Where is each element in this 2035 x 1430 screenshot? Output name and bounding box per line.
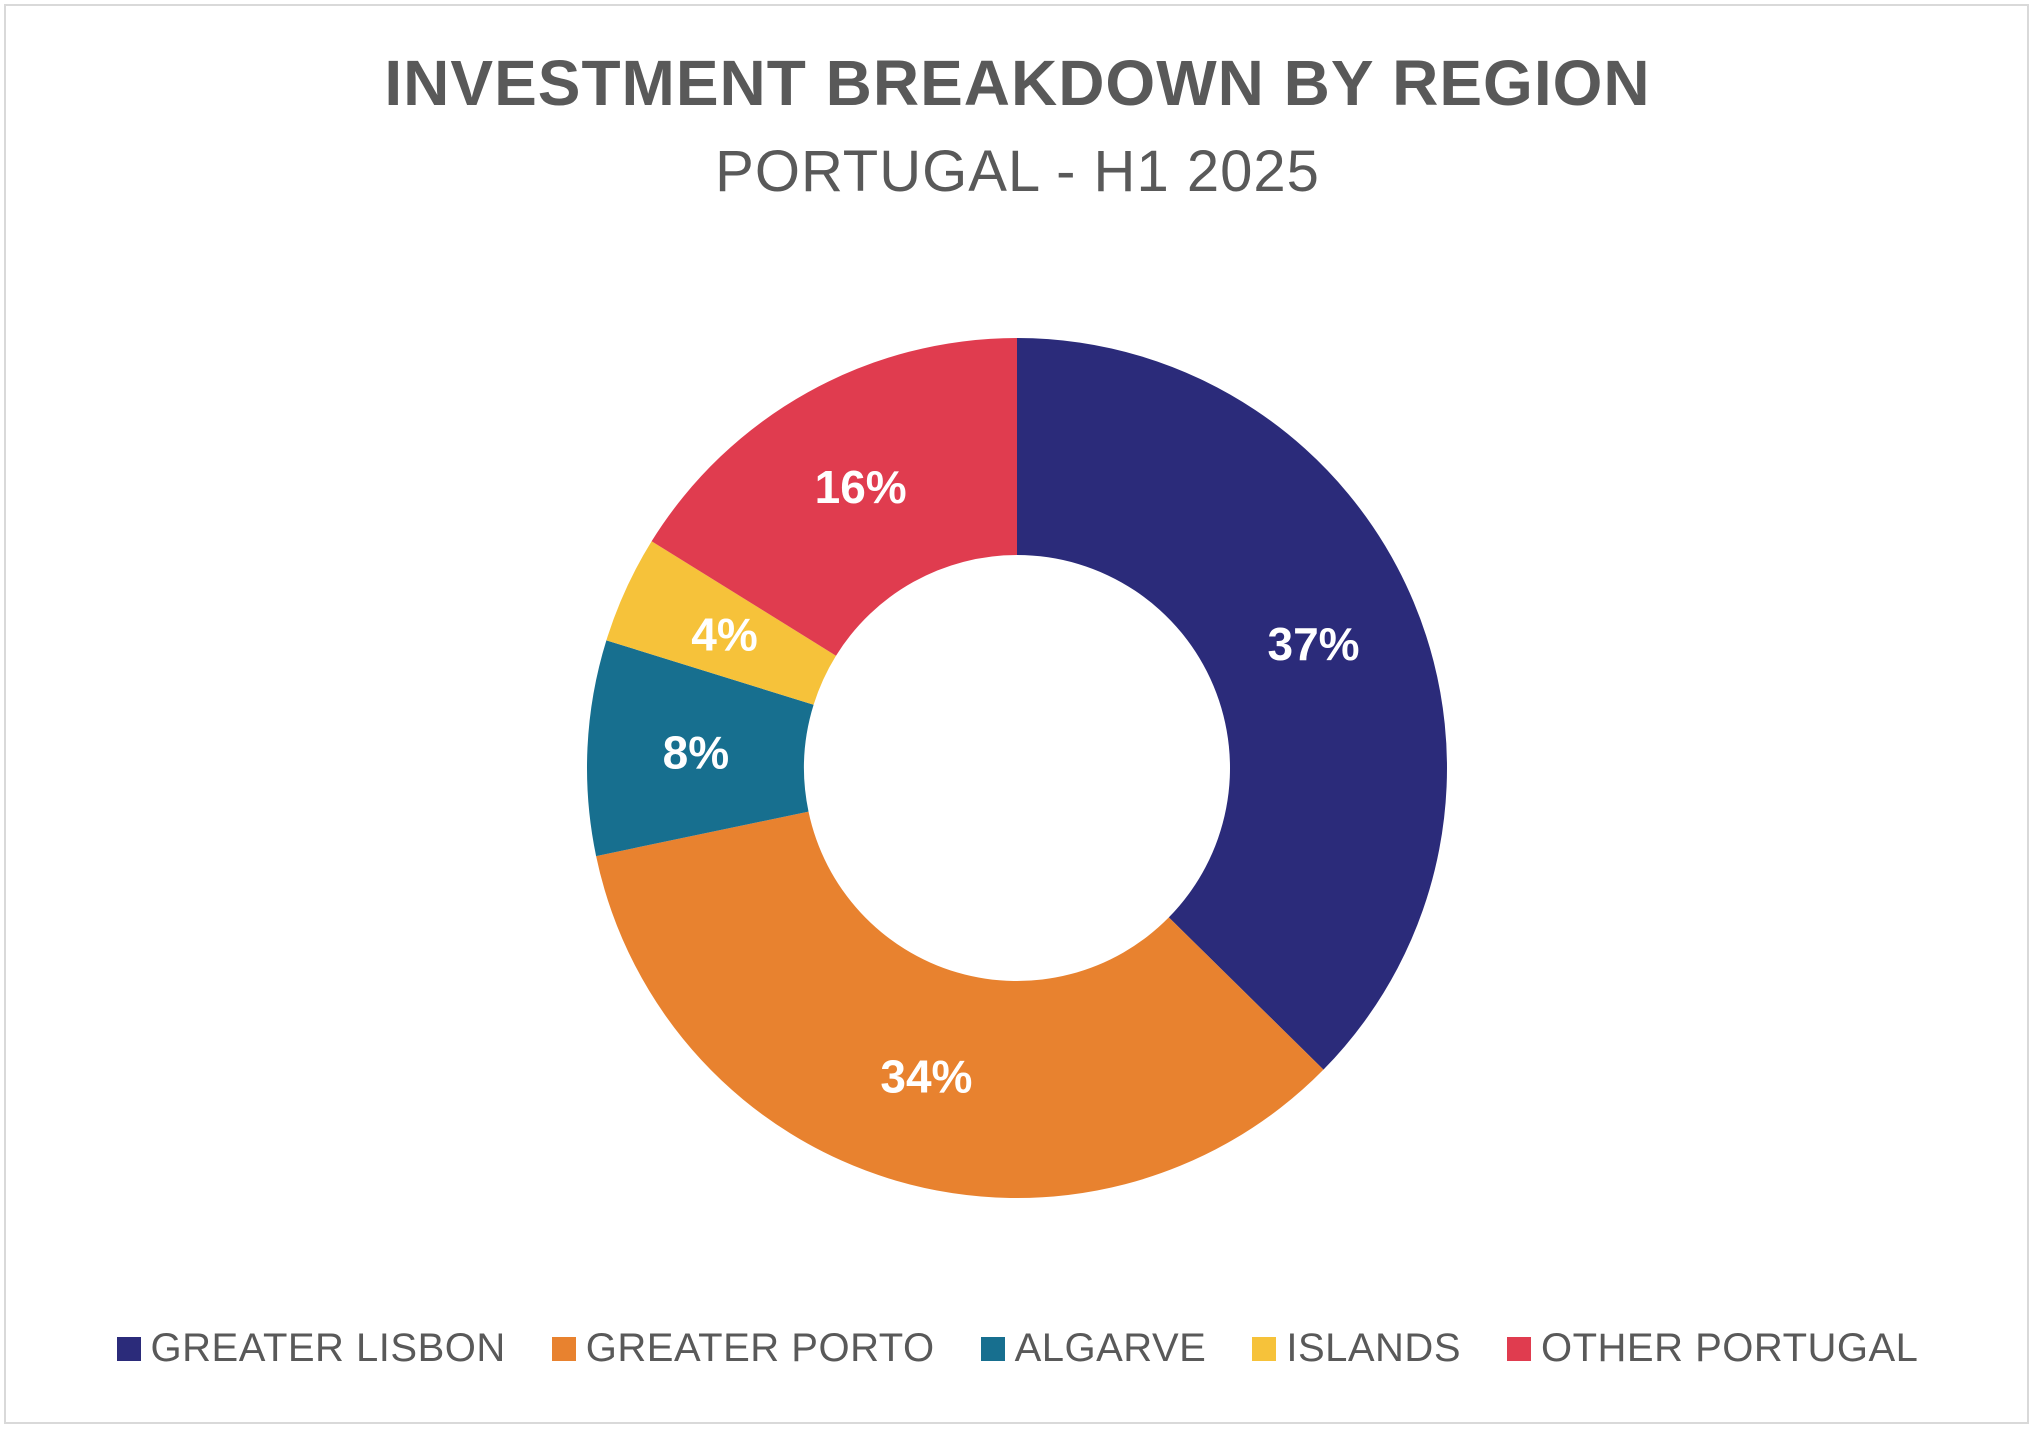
slice-islands xyxy=(606,541,837,705)
legend-item-islands: ISLANDS xyxy=(1252,1326,1461,1371)
legend-label-greater-porto: GREATER PORTO xyxy=(585,1326,935,1370)
legend-swatch-other-portugal xyxy=(1507,1336,1531,1361)
legend-swatch-islands xyxy=(1252,1336,1277,1361)
legend-item-greater-porto: GREATER PORTO xyxy=(551,1326,935,1371)
legend-label-greater-lisbon: GREATER LISBON xyxy=(150,1326,506,1370)
legend-swatch-greater-lisbon xyxy=(116,1336,141,1361)
slice-other-portugal xyxy=(651,338,1017,656)
legend-item-other-portugal: OTHER PORTUGAL xyxy=(1507,1326,1918,1371)
legend-label-islands: ISLANDS xyxy=(1286,1326,1461,1370)
legend-item-greater-lisbon: GREATER LISBON xyxy=(116,1326,506,1371)
chart-subtitle: PORTUGAL - H1 2025 xyxy=(715,139,1320,204)
legend-label-algarve: ALGARVE xyxy=(1014,1326,1207,1370)
chart-title: INVESTMENT BREAKDOWN BY REGION xyxy=(384,47,1651,119)
slice-greater-porto xyxy=(596,811,1324,1199)
data-label-greater-porto: 34% xyxy=(880,1050,972,1102)
legend-swatch-greater-porto xyxy=(551,1336,576,1361)
legend-swatch-algarve xyxy=(980,1336,1005,1361)
legend-label-other-portugal: OTHER PORTUGAL xyxy=(1541,1326,1919,1370)
slice-algarve xyxy=(587,640,814,857)
data-label-other-portugal: 16% xyxy=(815,461,907,513)
legend-item-algarve: ALGARVE xyxy=(980,1326,1207,1371)
data-label-greater-lisbon: 37% xyxy=(1267,618,1359,670)
data-label-islands: 4% xyxy=(691,608,757,660)
chart-legend: GREATER LISBON GREATER PORTO ALGARVE ISLAND… xyxy=(0,1326,2035,1371)
slice-greater-lisbon xyxy=(1017,338,1447,1070)
data-label-algarve: 8% xyxy=(663,727,729,779)
